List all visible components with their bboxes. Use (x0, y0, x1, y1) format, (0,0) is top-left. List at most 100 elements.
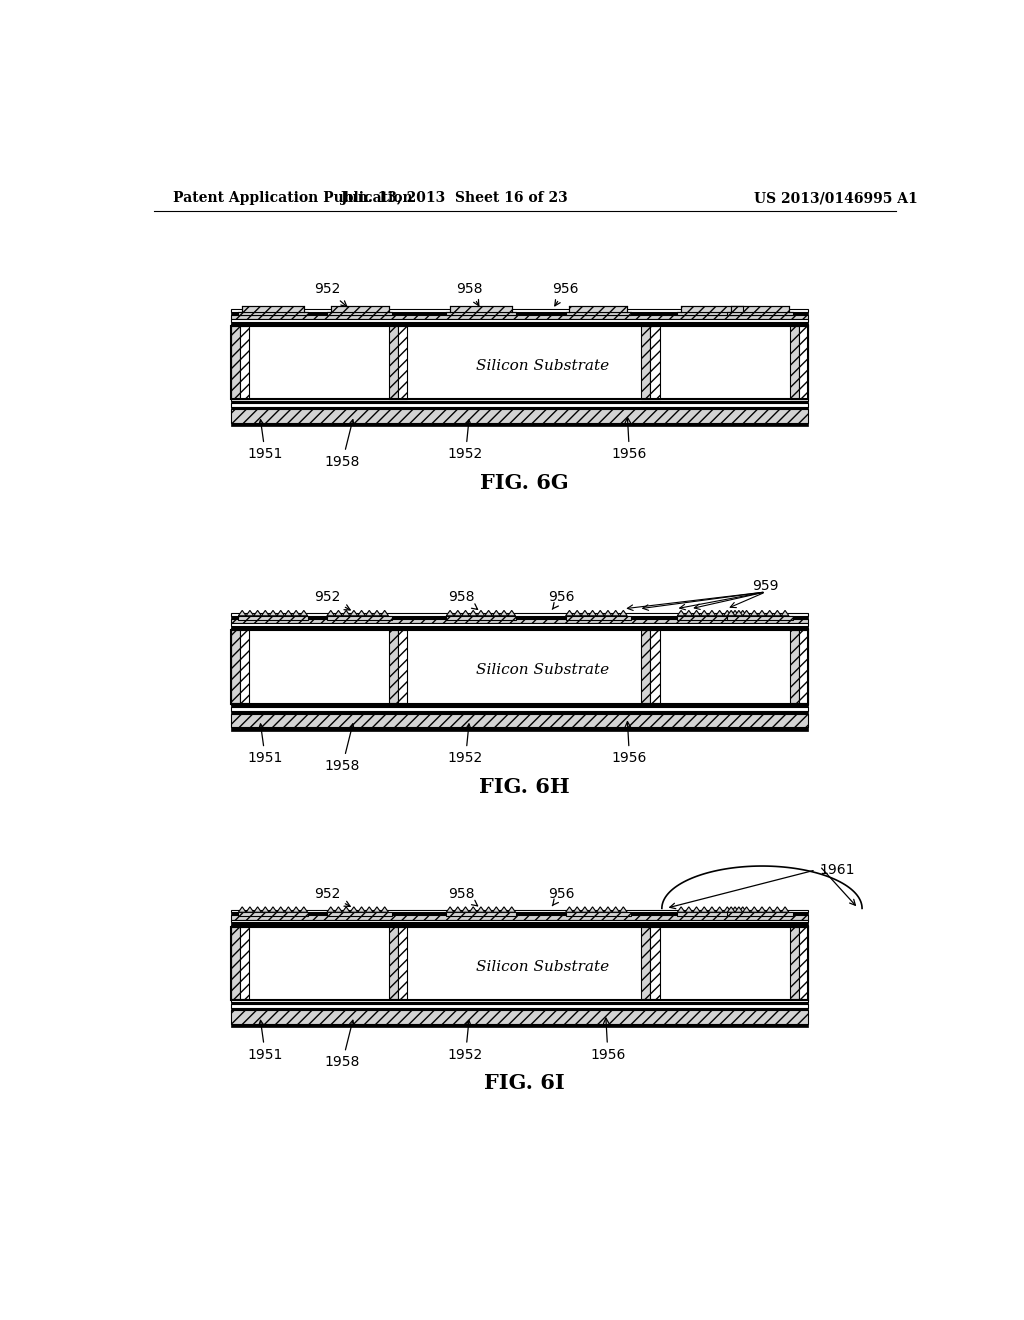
Polygon shape (731, 610, 739, 615)
Bar (243, 306, 304, 312)
Text: FIG. 6I: FIG. 6I (484, 1073, 565, 1093)
Polygon shape (300, 610, 307, 615)
Polygon shape (462, 610, 469, 615)
Text: 956: 956 (552, 282, 579, 306)
Bar (230, 631, 808, 704)
Polygon shape (342, 610, 350, 615)
Bar (230, 312, 808, 314)
Polygon shape (751, 610, 758, 615)
Text: 959: 959 (753, 578, 779, 593)
Bar (230, 404, 808, 407)
Polygon shape (276, 907, 285, 912)
Bar (677, 912, 746, 916)
Polygon shape (581, 610, 589, 615)
Text: 952: 952 (313, 590, 350, 610)
Bar (327, 615, 392, 619)
Bar (659, 631, 790, 702)
Bar (659, 927, 790, 999)
Polygon shape (285, 907, 292, 912)
Text: 956: 956 (549, 887, 575, 906)
Text: Silicon Substrate: Silicon Substrate (476, 664, 609, 677)
Polygon shape (276, 610, 285, 615)
Bar (230, 424, 808, 426)
Bar (327, 312, 392, 314)
Polygon shape (454, 907, 462, 912)
Polygon shape (254, 907, 261, 912)
Bar (230, 309, 808, 312)
Polygon shape (484, 610, 493, 615)
Text: 1952: 1952 (447, 723, 483, 766)
Bar (230, 401, 808, 404)
Polygon shape (773, 610, 781, 615)
Polygon shape (758, 610, 766, 615)
Polygon shape (508, 610, 515, 615)
Polygon shape (373, 907, 381, 912)
Bar (230, 915, 808, 920)
Polygon shape (735, 610, 742, 615)
Bar (230, 619, 808, 623)
Polygon shape (589, 907, 596, 912)
Text: 1952: 1952 (447, 420, 483, 461)
Bar (641, 631, 650, 702)
Polygon shape (581, 907, 589, 912)
Text: 1951: 1951 (248, 1020, 283, 1061)
Bar (230, 399, 808, 401)
Polygon shape (739, 610, 746, 615)
Polygon shape (742, 610, 751, 615)
Bar (799, 631, 808, 702)
Polygon shape (357, 907, 366, 912)
Bar (230, 924, 808, 927)
Bar (327, 912, 392, 916)
Bar (727, 615, 793, 619)
Polygon shape (773, 907, 781, 912)
Polygon shape (766, 610, 773, 615)
Bar (230, 714, 808, 727)
Bar (650, 631, 659, 702)
Polygon shape (620, 907, 628, 912)
Text: Jun. 13, 2013  Sheet 16 of 23: Jun. 13, 2013 Sheet 16 of 23 (341, 191, 567, 206)
Polygon shape (573, 907, 581, 912)
Polygon shape (611, 907, 620, 912)
Polygon shape (700, 907, 708, 912)
Text: 1958: 1958 (325, 420, 360, 469)
Polygon shape (739, 907, 746, 912)
Polygon shape (335, 610, 342, 615)
Bar (230, 319, 808, 322)
Polygon shape (692, 610, 700, 615)
Bar (230, 708, 808, 711)
Polygon shape (766, 907, 773, 912)
Bar (565, 912, 631, 916)
Polygon shape (677, 907, 685, 912)
Bar (407, 326, 641, 399)
Polygon shape (596, 907, 604, 912)
Bar (565, 615, 631, 619)
Polygon shape (685, 610, 692, 615)
Bar (230, 623, 808, 626)
Polygon shape (327, 907, 335, 912)
Bar (230, 711, 808, 714)
Bar (641, 326, 650, 399)
Bar (249, 927, 388, 999)
Polygon shape (454, 610, 462, 615)
Text: Silicon Substrate: Silicon Substrate (476, 960, 609, 974)
Polygon shape (742, 907, 751, 912)
Bar (650, 927, 659, 999)
Bar (397, 326, 407, 399)
Bar (799, 927, 808, 999)
Bar (230, 1007, 808, 1010)
Polygon shape (462, 907, 469, 912)
Text: 952: 952 (313, 282, 347, 306)
Bar (239, 312, 307, 314)
Polygon shape (239, 907, 246, 912)
Bar (230, 614, 808, 615)
Polygon shape (781, 907, 788, 912)
Bar (641, 927, 650, 999)
Text: 958: 958 (449, 887, 477, 906)
Bar (790, 927, 799, 999)
Polygon shape (254, 610, 261, 615)
Bar (230, 631, 240, 702)
Bar (230, 1002, 808, 1003)
Polygon shape (292, 907, 300, 912)
Polygon shape (620, 610, 628, 615)
Polygon shape (446, 907, 454, 912)
